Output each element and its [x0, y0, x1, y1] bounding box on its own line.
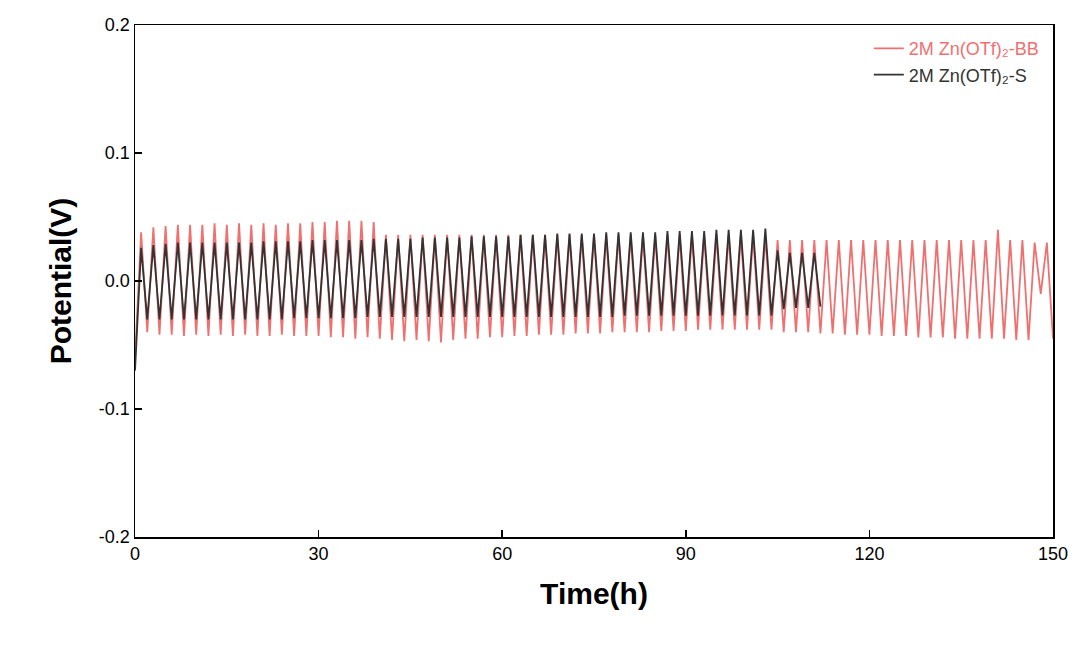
svg-text:Potential(V): Potential(V) [44, 198, 77, 365]
svg-text:0.0: 0.0 [105, 271, 130, 291]
svg-text:Time(h): Time(h) [540, 577, 648, 610]
svg-text:-0.1: -0.1 [99, 399, 130, 419]
svg-text:2M Zn(OTf)₂-S: 2M Zn(OTf)₂-S [909, 66, 1027, 86]
svg-text:2M Zn(OTf)₂-BB: 2M Zn(OTf)₂-BB [909, 39, 1039, 59]
svg-text:90: 90 [676, 544, 696, 564]
svg-text:0.1: 0.1 [105, 143, 130, 163]
svg-text:0.2: 0.2 [105, 15, 130, 35]
svg-text:60: 60 [492, 544, 512, 564]
svg-text:-0.2: -0.2 [99, 527, 130, 547]
svg-text:120: 120 [854, 544, 884, 564]
svg-text:0: 0 [130, 544, 140, 564]
svg-text:30: 30 [309, 544, 329, 564]
svg-text:150: 150 [1038, 544, 1068, 564]
